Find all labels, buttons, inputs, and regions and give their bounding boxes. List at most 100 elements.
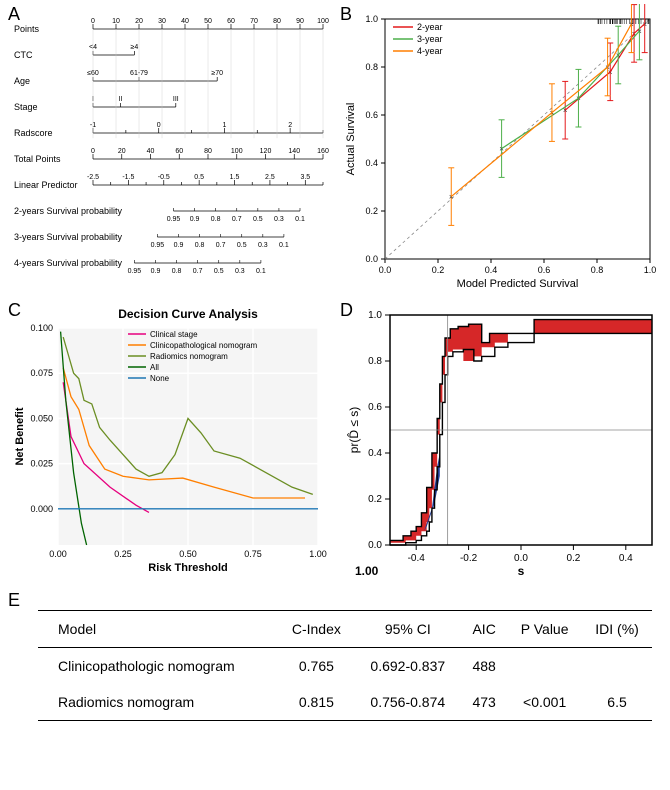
svg-text:90: 90	[296, 18, 304, 25]
panel-d-label: D	[340, 300, 353, 321]
svg-text:1: 1	[222, 122, 226, 129]
svg-text:0.00: 0.00	[49, 549, 67, 559]
table-header: Model	[38, 611, 278, 648]
svg-text:0.95: 0.95	[151, 242, 165, 249]
svg-text:Model Predicted Survival: Model Predicted Survival	[457, 278, 579, 290]
svg-text:0.1: 0.1	[279, 242, 289, 249]
svg-text:0.4: 0.4	[368, 448, 382, 459]
svg-text:0.3: 0.3	[258, 242, 268, 249]
svg-text:2: 2	[288, 122, 292, 129]
svg-text:20: 20	[135, 18, 143, 25]
svg-text:0.9: 0.9	[174, 242, 184, 249]
table-row: Radiomics nomogram0.8150.756-0.874473<0.…	[38, 684, 652, 721]
calibration-chart: 0.00.00.20.20.40.40.60.60.80.81.01.0Mode…	[340, 4, 662, 294]
svg-text:100: 100	[231, 148, 243, 155]
svg-text:0.8: 0.8	[172, 268, 182, 275]
svg-text:Radiomics nomogram: Radiomics nomogram	[150, 352, 228, 361]
svg-text:80: 80	[273, 18, 281, 25]
svg-text:1.0: 1.0	[644, 265, 657, 275]
svg-text:0.1: 0.1	[295, 216, 305, 223]
svg-text:Risk Threshold: Risk Threshold	[148, 562, 227, 574]
svg-text:0: 0	[91, 148, 95, 155]
svg-text:II: II	[119, 96, 123, 103]
svg-text:40: 40	[181, 18, 189, 25]
svg-text:0.3: 0.3	[235, 268, 245, 275]
svg-text:0.2: 0.2	[368, 494, 382, 505]
cdf-chart: -0.4-0.20.00.20.40.00.20.40.60.81.0spr(D…	[340, 300, 662, 580]
svg-text:0.9: 0.9	[190, 216, 200, 223]
svg-text:Points: Points	[14, 24, 40, 34]
svg-text:0: 0	[91, 18, 95, 25]
svg-text:0.8: 0.8	[365, 62, 378, 72]
svg-text:3-year: 3-year	[417, 34, 443, 44]
svg-text:70: 70	[250, 18, 258, 25]
svg-text:1.00: 1.00	[355, 564, 379, 578]
table-header: C-Index	[278, 611, 354, 648]
panel-a-label: A	[8, 4, 20, 25]
svg-text:0.5: 0.5	[214, 268, 224, 275]
svg-text:Clinicopathological nomogram: Clinicopathological nomogram	[150, 341, 258, 350]
svg-text:-0.2: -0.2	[460, 553, 478, 564]
svg-text:s: s	[518, 564, 525, 578]
svg-text:0.0: 0.0	[379, 265, 392, 275]
panel-e-label: E	[8, 590, 20, 611]
svg-text:Decision Curve Analysis: Decision Curve Analysis	[118, 307, 258, 321]
svg-text:pr(D̂ ≤ s): pr(D̂ ≤ s)	[346, 407, 361, 454]
table-row: Clinicopathologic nomogram0.7650.692-0.8…	[38, 648, 652, 685]
svg-text:0.1: 0.1	[256, 268, 266, 275]
nomogram-chart: Points0102030405060708090100CTC<4≥4Age≤6…	[8, 4, 330, 294]
svg-text:0.050: 0.050	[30, 413, 53, 423]
svg-text:0.8: 0.8	[211, 216, 221, 223]
decision-curve-chart: 0.000.250.500.751.000.0000.0250.0500.075…	[8, 300, 330, 580]
panel-b-label: B	[340, 4, 352, 25]
svg-text:-0.4: -0.4	[408, 553, 426, 564]
svg-text:30: 30	[158, 18, 166, 25]
svg-text:0.2: 0.2	[365, 206, 378, 216]
svg-text:0.4: 0.4	[365, 158, 378, 168]
svg-text:10: 10	[112, 18, 120, 25]
svg-text:0.4: 0.4	[485, 265, 498, 275]
svg-text:0.75: 0.75	[244, 549, 262, 559]
svg-text:Net Benefit: Net Benefit	[14, 407, 26, 465]
svg-text:2-year: 2-year	[417, 22, 443, 32]
svg-text:≥4: ≥4	[131, 44, 139, 51]
table-header: 95% CI	[355, 611, 462, 648]
svg-text:0.4: 0.4	[619, 553, 633, 564]
svg-text:0.100: 0.100	[30, 323, 53, 333]
table-header: AIC	[461, 611, 507, 648]
svg-text:0.0: 0.0	[368, 540, 382, 551]
svg-text:1.0: 1.0	[365, 14, 378, 24]
svg-text:0.7: 0.7	[216, 242, 226, 249]
svg-text:0.8: 0.8	[591, 265, 604, 275]
svg-text:0.7: 0.7	[232, 216, 242, 223]
svg-text:≥70: ≥70	[211, 70, 223, 77]
svg-text:Clinical stage: Clinical stage	[150, 330, 198, 339]
svg-text:0.95: 0.95	[167, 216, 181, 223]
svg-text:0.5: 0.5	[253, 216, 263, 223]
svg-text:0.5: 0.5	[194, 174, 204, 181]
svg-text:0.5: 0.5	[237, 242, 247, 249]
model-comparison-table: ModelC-Index95% CIAICP ValueIDI (%) Clin…	[38, 610, 652, 721]
svg-text:0.95: 0.95	[128, 268, 142, 275]
svg-text:1.00: 1.00	[309, 549, 327, 559]
svg-text:0.2: 0.2	[432, 265, 445, 275]
svg-text:0.6: 0.6	[365, 110, 378, 120]
svg-text:Total Points: Total Points	[14, 154, 61, 164]
svg-text:120: 120	[260, 148, 272, 155]
svg-text:1.0: 1.0	[368, 310, 382, 321]
svg-text:2.5: 2.5	[265, 174, 275, 181]
svg-text:60: 60	[227, 18, 235, 25]
svg-text:0.6: 0.6	[538, 265, 551, 275]
svg-text:None: None	[150, 374, 170, 383]
svg-text:4-year: 4-year	[417, 46, 443, 56]
svg-text:All: All	[150, 363, 159, 372]
svg-text:4-years Survival probability: 4-years Survival probability	[14, 258, 123, 268]
svg-text:×: ×	[449, 193, 454, 202]
svg-text:40: 40	[147, 148, 155, 155]
table-header: IDI (%)	[582, 611, 652, 648]
svg-text:3-years Survival probability: 3-years Survival probability	[14, 232, 123, 242]
svg-text:50: 50	[204, 18, 212, 25]
svg-text:Radscore: Radscore	[14, 128, 53, 138]
svg-text:0.0: 0.0	[514, 553, 528, 564]
svg-text:Actual Survival: Actual Survival	[345, 103, 357, 176]
